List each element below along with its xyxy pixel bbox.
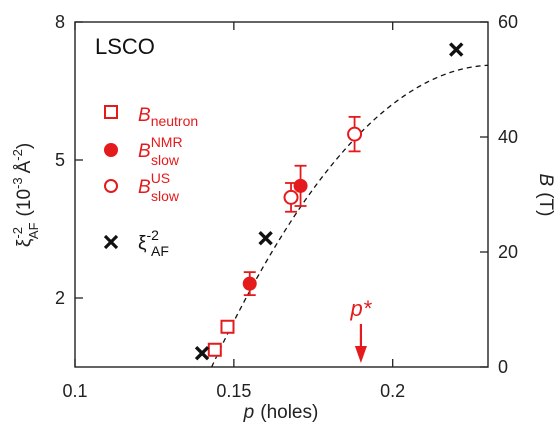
- fit-curve: [211, 64, 489, 368]
- y-left-label-sup: -2: [10, 227, 25, 239]
- p-star-arrow-head: [354, 346, 367, 363]
- y-left-tick-label: 5: [55, 150, 65, 170]
- y-left-label-close: ): [14, 143, 35, 149]
- x-axis-label: p (holes): [243, 402, 319, 423]
- data-point-x-cross-b: [194, 345, 210, 361]
- p-star-label: p*: [350, 296, 373, 321]
- y-right-tick-label: 40: [498, 127, 518, 147]
- legend-label-us-sup: US: [151, 170, 170, 186]
- legend: Bneutron BNMR slow BUS slow ξ-2 AF: [103, 105, 198, 259]
- y-right-tick-label: 60: [498, 12, 518, 32]
- legend-label-neutron-main: B: [138, 105, 151, 126]
- ticks-layer: 0.1 0.15 0.2 2 5 8 0 20 40 60: [55, 12, 518, 401]
- legend-marker-filled-circle: [104, 143, 118, 157]
- legend-marker-x-cross: [103, 234, 119, 250]
- y-left-label-unit: (10: [14, 189, 35, 216]
- y-right-label-italic: B: [535, 174, 556, 187]
- legend-label-xi-sub: AF: [151, 243, 169, 259]
- y-right-axis-label: B (T): [535, 174, 556, 217]
- legend-marker-open-circle: [104, 179, 118, 193]
- data-point-x-cross-b: [258, 230, 273, 246]
- x-tick-label: 0.1: [62, 381, 87, 401]
- data-point-open-circle: [283, 189, 299, 205]
- legend-label-xi-sup: -2: [147, 227, 160, 243]
- data-point-filled-circle: [293, 178, 308, 193]
- y-left-tick-label: 8: [55, 12, 65, 32]
- curve-layer: [211, 64, 489, 368]
- y-left-label-unit-sup2: -2: [10, 149, 25, 161]
- x-axis-label-italic: p: [243, 402, 255, 423]
- marks-layer: [194, 42, 464, 361]
- legend-label-xi-main: ξ: [138, 233, 147, 254]
- legend-label-nmr: BNMR slow: [138, 134, 183, 168]
- y-right-tick-label: 0: [498, 357, 508, 377]
- y-left-label-unit-rest: Å: [14, 160, 35, 173]
- legend-label-us-main: B: [138, 177, 151, 198]
- data-point-open-square: [207, 342, 222, 357]
- legend-label-nmr-sup: NMR: [151, 134, 183, 150]
- y-left-axis-label: ξ-2AF(10-3Å-2): [10, 143, 41, 247]
- panel-label: LSCO: [95, 34, 155, 59]
- y-right-label-rest: (T): [535, 192, 556, 216]
- legend-label-us-sub: slow: [151, 188, 180, 204]
- legend-x-stroke-b: [103, 234, 119, 250]
- legend-marker-open-square: [104, 105, 118, 119]
- x-tick-label: 0.2: [380, 381, 405, 401]
- legend-label-neutron-sub: neutron: [151, 113, 198, 129]
- x-tick-label: 0.15: [216, 381, 251, 401]
- y-left-label-sub: AF: [26, 222, 41, 239]
- y-left-label-main: ξ: [14, 238, 35, 247]
- plot-frame: [74, 21, 489, 368]
- x-axis-label-rest: (holes): [260, 402, 318, 423]
- data-point-open-circle: [347, 126, 363, 142]
- data-point-open-square: [220, 319, 235, 334]
- y-left-label-unit-sup: -3: [10, 177, 25, 189]
- y-left-tick-label: 2: [55, 288, 65, 308]
- legend-label-nmr-sub: slow: [151, 152, 180, 168]
- legend-label-neutron: Bneutron: [138, 105, 198, 129]
- legend-label-nmr-main: B: [138, 141, 151, 162]
- annotation-layer: p*: [350, 296, 373, 363]
- data-point-filled-circle: [242, 276, 257, 291]
- legend-label-us: BUS slow: [138, 170, 180, 204]
- y-right-tick-label: 20: [498, 242, 518, 262]
- data-point-x-cross-b: [449, 42, 464, 57]
- legend-label-xi: ξ-2 AF: [138, 227, 169, 259]
